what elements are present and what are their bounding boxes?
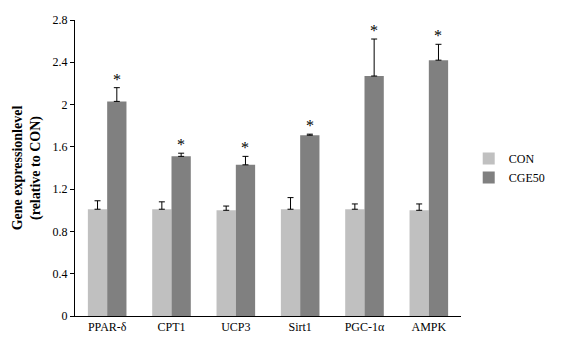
svg-text:UCP3: UCP3 xyxy=(221,320,250,334)
svg-text:2.8: 2.8 xyxy=(53,13,68,27)
svg-text:CON: CON xyxy=(509,152,535,166)
svg-text:*: * xyxy=(113,71,121,88)
svg-text:0: 0 xyxy=(62,309,68,323)
svg-text:PPAR-δ: PPAR-δ xyxy=(88,320,127,334)
svg-text:2.4: 2.4 xyxy=(53,55,68,69)
svg-text:*: * xyxy=(177,136,185,153)
svg-text:*: * xyxy=(241,139,249,156)
svg-text:CGE50: CGE50 xyxy=(509,171,545,185)
svg-text:1.6: 1.6 xyxy=(53,140,68,154)
svg-text:Gene expressionlevel(relative: Gene expressionlevel(relative to CON) xyxy=(10,106,44,231)
svg-text:*: * xyxy=(434,27,442,44)
svg-text:PGC-1α: PGC-1α xyxy=(345,320,385,334)
svg-text:1.2: 1.2 xyxy=(53,182,68,196)
svg-text:*: * xyxy=(370,22,378,39)
svg-text:0.8: 0.8 xyxy=(53,225,68,239)
svg-text:Sirt1: Sirt1 xyxy=(288,320,311,334)
svg-text:2: 2 xyxy=(62,98,68,112)
svg-text:0.4: 0.4 xyxy=(53,267,68,281)
svg-text:CPT1: CPT1 xyxy=(157,320,185,334)
svg-text:*: * xyxy=(306,117,314,134)
svg-text:AMPK: AMPK xyxy=(411,320,446,334)
